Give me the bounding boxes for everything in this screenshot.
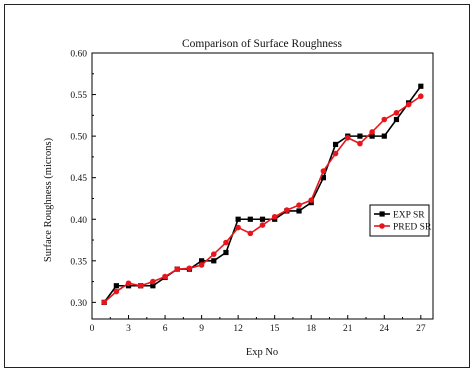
exp-sr-point: [235, 216, 241, 222]
x-tick-label: 12: [233, 324, 243, 334]
series-line-1: [103, 85, 422, 303]
exp-sr-point: [381, 133, 387, 139]
x-tick-label: 27: [416, 324, 426, 334]
y-tick-label: 0.50: [70, 133, 87, 143]
pred-sr-point: [125, 280, 132, 287]
exp-sr-point: [113, 283, 119, 289]
y-tick-label: 0.60: [70, 50, 87, 60]
legend-label-1: EXP SR: [393, 211, 425, 221]
pred-sr-point: [247, 230, 254, 237]
x-axis-label: Exp No: [246, 347, 278, 358]
y-tick-label: 0.55: [70, 91, 87, 101]
pred-sr-point: [137, 282, 144, 289]
pred-sr-point: [223, 239, 229, 246]
chart-frame: Comparison of Surface Roughness 0 3 6 9 12 15…: [4, 4, 470, 368]
legend: EXP SR PRED SR: [369, 204, 432, 237]
y-tick-label: 0.45: [70, 174, 87, 184]
pred-sr-point: [162, 273, 168, 280]
pred-sr-point: [174, 266, 181, 272]
pred-sr-point: [332, 150, 339, 157]
legend-marker-circle: [379, 223, 385, 229]
chart-title: Comparison of Surface Roughness: [182, 38, 343, 50]
pred-sr-point: [357, 140, 363, 147]
line-chart: Comparison of Surface Roughness 0 3 6 9 12 15…: [43, 38, 434, 358]
pred-sr-point: [186, 265, 193, 272]
pred-sr-point: [308, 197, 315, 203]
series-line-2: [103, 95, 422, 303]
exp-sr-point: [320, 175, 326, 181]
pred-sr-point: [296, 202, 302, 208]
pred-sr-point: [344, 134, 351, 141]
pred-sr-point: [405, 101, 412, 108]
y-axis-label: Surface Roughness (microns): [43, 137, 54, 262]
exp-sr-point: [296, 208, 302, 214]
pred-sr-point: [284, 207, 290, 213]
exp-sr-point: [223, 249, 229, 256]
pred-sr-point: [320, 168, 327, 174]
pred-sr-point: [369, 129, 375, 135]
pred-sr-point: [198, 262, 205, 268]
exp-sr-point: [247, 216, 253, 222]
exp-sr-point: [150, 283, 156, 289]
legend-marker-square: [379, 211, 385, 217]
pred-sr-point: [259, 222, 266, 228]
exp-sr-point: [211, 258, 217, 264]
pred-sr-point: [150, 278, 156, 285]
y-tick-label: 0.35: [70, 257, 87, 267]
exp-sr-point: [393, 116, 400, 123]
legend-box: [369, 204, 430, 237]
pred-sr-point: [381, 116, 388, 123]
exp-sr-point: [199, 258, 205, 264]
x-tick-label: 24: [380, 324, 390, 334]
x-tick-label: 6: [163, 324, 168, 334]
pred-sr-point: [101, 299, 107, 306]
exp-sr-point: [259, 216, 266, 222]
pred-sr-point: [393, 110, 400, 116]
y-tick-label: 0.30: [70, 299, 87, 309]
pred-sr-point: [418, 93, 424, 100]
y-tick-label: 0.40: [70, 216, 87, 226]
exp-sr-point: [332, 141, 339, 148]
exp-sr-point: [369, 133, 375, 139]
x-tick-label: 3: [126, 324, 131, 334]
x-tick-label: 0: [90, 324, 95, 334]
x-tick-label: 15: [270, 324, 280, 334]
legend-label-2: PRED SR: [393, 223, 432, 233]
pred-sr-point: [210, 251, 217, 257]
pred-sr-point: [235, 224, 241, 231]
x-tick-label: 21: [343, 324, 353, 334]
x-tick-label: 18: [306, 324, 316, 334]
x-tick-label: 9: [199, 324, 204, 334]
exp-sr-point: [357, 133, 363, 139]
pred-sr-point: [271, 213, 278, 220]
pred-sr-point: [113, 288, 120, 295]
exp-sr-point: [418, 83, 424, 89]
plot-border: [91, 52, 434, 320]
